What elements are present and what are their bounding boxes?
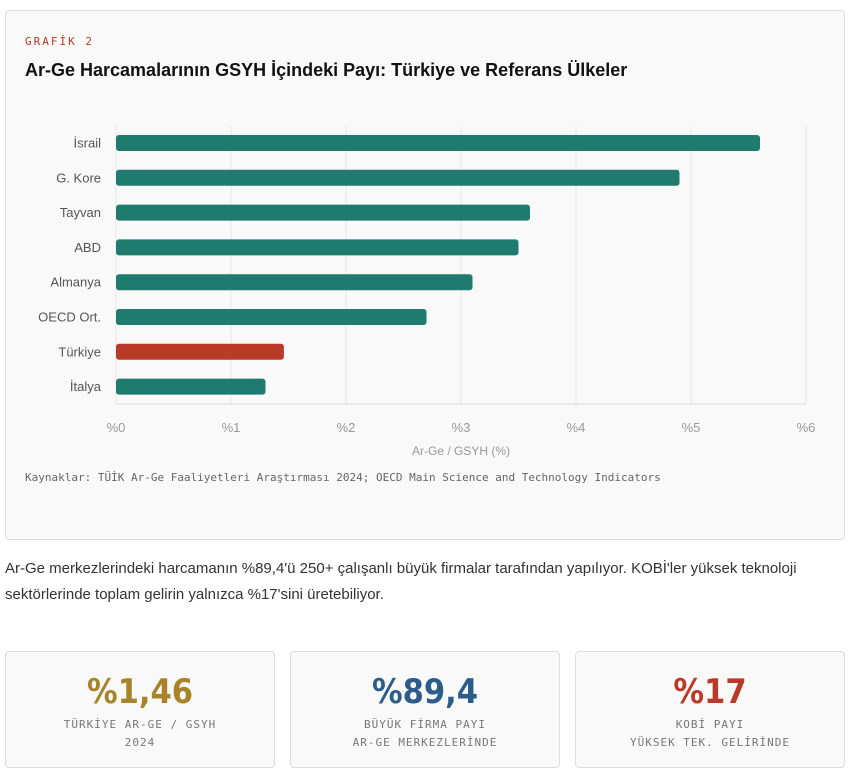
y-tick-label: Almanya — [50, 275, 101, 290]
y-tick-label: ABD — [74, 240, 101, 255]
chart-title: Ar-Ge Harcamalarının GSYH İçindeki Payı:… — [25, 60, 628, 80]
y-tick-label: G. Kore — [56, 170, 101, 185]
stat-card-large-firm: %89,4 BÜYÜK FİRMA PAYI AR-GE MERKEZLERİN… — [290, 651, 560, 768]
stat-value: %89,4 — [371, 672, 479, 712]
x-tick-label: %4 — [567, 420, 586, 435]
stat-label: BÜYÜK FİRMA PAYI — [364, 718, 486, 731]
stat-label: TÜRKİYE AR-GE / GSYH — [63, 718, 217, 731]
stat-sublabel: YÜKSEK TEK. GELİRİNDE — [629, 736, 791, 749]
x-tick-label: %5 — [682, 420, 701, 435]
x-tick-label: %1 — [222, 420, 241, 435]
bar-OECD Ort. — [116, 309, 427, 325]
y-tick-label: İsrail — [74, 136, 102, 151]
stat-label: KOBİ PAYI — [675, 718, 745, 731]
x-tick-label: %0 — [107, 420, 126, 435]
chart-source: Kaynaklar: TÜİK Ar-Ge Faaliyetleri Araşt… — [25, 471, 661, 484]
y-tick-label: Tayvan — [60, 205, 101, 220]
stat-sublabel: 2024 — [124, 736, 156, 749]
x-tick-label: %2 — [337, 420, 356, 435]
y-tick-label: OECD Ort. — [38, 310, 101, 325]
stat-value: %17 — [673, 672, 747, 712]
y-tick-label: İtalya — [70, 379, 102, 394]
summary-paragraph: Ar-Ge merkezlerindeki harcamanın %89,4'ü… — [5, 560, 797, 603]
stat-sublabel: AR-GE MERKEZLERİNDE — [352, 736, 498, 749]
bar-ABD — [116, 239, 519, 256]
y-tick-label: Türkiye — [58, 344, 101, 359]
bar-İsrail — [116, 135, 760, 151]
stat-value: %1,46 — [86, 672, 194, 712]
bar-İtalya — [116, 378, 266, 395]
bar-G. Kore — [116, 169, 680, 186]
bar-Almanya — [116, 274, 473, 291]
stat-card-sme: %17 KOBİ PAYI YÜKSEK TEK. GELİRİNDE — [575, 651, 845, 768]
bar-Türkiye — [116, 343, 284, 360]
x-axis-label: Ar-Ge / GSYH (%) — [412, 444, 510, 458]
bar-Tayvan — [116, 204, 530, 221]
x-tick-label: %6 — [797, 420, 816, 435]
bar-chart: %0 %1 %2 %3 %4 %5 %6 İsrail G. Kore Tayvan ABD Alma… — [38, 126, 816, 458]
chart-kicker: GRAFİK 2 — [25, 35, 94, 48]
x-tick-label: %3 — [452, 420, 471, 435]
stat-card-rd-gdp: %1,46 TÜRKİYE AR-GE / GSYH 2024 — [5, 651, 275, 768]
